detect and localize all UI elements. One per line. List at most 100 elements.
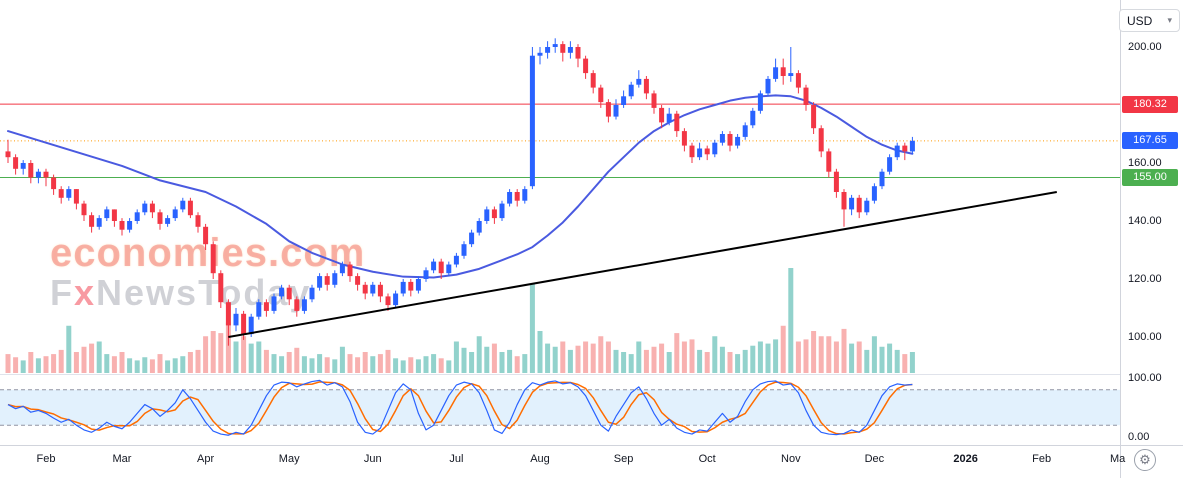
volume-bar — [605, 341, 611, 373]
price-axis-label: 120.00 — [1128, 273, 1162, 285]
candle-body — [476, 221, 482, 233]
candle-body — [469, 232, 475, 245]
volume-bar — [529, 283, 535, 373]
candle-body — [590, 73, 596, 88]
candle-body — [294, 299, 300, 311]
volume-bar — [263, 349, 269, 373]
volume-bar — [149, 359, 155, 373]
volume-bar — [51, 354, 57, 373]
time-axis[interactable]: Feb Mar Apr May Jun Jul Aug Sep Oct Nov Dec 2026 Feb… — [0, 446, 1183, 478]
volume-bar — [484, 346, 490, 373]
candle-body — [833, 171, 839, 192]
candle-body — [119, 221, 125, 230]
candle-body — [826, 151, 832, 172]
volume-bar — [522, 354, 528, 373]
candle-body — [788, 73, 794, 76]
volume-bar — [408, 357, 414, 373]
price-axis[interactable]: 200.00180.00160.00140.00120.00100.00100.… — [1121, 0, 1183, 478]
month-label: Mar — [112, 453, 132, 465]
candle-body — [697, 148, 703, 158]
volume-bar — [841, 328, 847, 373]
candle-body — [51, 177, 57, 190]
volume-bar — [621, 352, 627, 373]
candle-body — [66, 189, 72, 198]
volume-bar — [902, 354, 908, 373]
volume-bar — [849, 343, 855, 373]
candle-body — [127, 221, 133, 230]
candle-body — [712, 142, 718, 155]
volume-bar — [393, 358, 399, 373]
volume-bar — [377, 354, 383, 373]
volume-bar — [111, 356, 117, 373]
volume-bar — [119, 352, 125, 373]
moving-average-line — [7, 94, 914, 279]
candle-body — [332, 273, 338, 285]
candle-body — [233, 313, 239, 326]
volume-bar — [13, 357, 19, 373]
candle-body — [415, 279, 421, 291]
candle-body — [5, 151, 11, 158]
price-level-badge: 155.00 — [1122, 169, 1178, 186]
candle-body — [522, 189, 528, 201]
volume-bar — [628, 354, 634, 373]
candle-body — [902, 145, 908, 152]
price-level-badge: 167.65 — [1122, 132, 1178, 150]
volume-bar — [309, 358, 315, 373]
price-axis-label: 140.00 — [1128, 215, 1162, 227]
volume-bar — [446, 360, 452, 373]
volume-bar — [811, 331, 817, 373]
volume-bar — [355, 357, 361, 373]
trendline[interactable] — [228, 191, 1057, 338]
volume-bar — [750, 345, 756, 373]
volume-bar — [704, 352, 710, 373]
candle-body — [241, 313, 247, 335]
stoch-k-line — [7, 379, 913, 436]
volume-bar — [773, 339, 779, 373]
volume-bar — [172, 358, 178, 373]
candle-body — [203, 226, 209, 245]
month-label: Jul — [449, 453, 464, 465]
currency-selector[interactable]: USD ▾ — [1119, 9, 1180, 32]
candle-body — [453, 255, 459, 265]
volume-bar — [788, 268, 794, 373]
volume-bar — [818, 336, 824, 373]
volume-bar — [545, 343, 551, 373]
price-level-badge: 180.32 — [1122, 95, 1178, 113]
time-axis-labels: Feb Mar Apr May Jun Jul Aug Sep Oct Nov Dec 2026 Feb… — [0, 446, 1130, 478]
stoch-axis-label: 100.00 — [1128, 372, 1162, 384]
volume-bar — [735, 354, 741, 373]
volume-bar — [879, 346, 885, 373]
volume-bar — [58, 349, 64, 373]
month-label: Sep — [613, 453, 634, 465]
volume-bar — [73, 352, 79, 373]
chart-settings-icon[interactable]: ⚙ — [1134, 449, 1156, 471]
volume-bar — [218, 333, 224, 373]
volume-bar — [96, 341, 102, 373]
volume-bar — [271, 354, 277, 373]
volume-bar — [864, 349, 870, 373]
candle-body — [355, 276, 361, 285]
candle-body — [142, 203, 148, 213]
volume-bar — [339, 346, 345, 373]
currency-selector-label: USD — [1127, 13, 1153, 28]
volume-bar — [81, 346, 87, 373]
candle-body — [507, 192, 513, 204]
candle-body — [461, 244, 467, 256]
volume-bar — [294, 347, 300, 373]
stoch-d-line — [7, 381, 913, 435]
volume-bar — [43, 356, 49, 373]
candle-body — [704, 148, 710, 155]
volume-bar — [514, 356, 520, 373]
candle-body — [157, 212, 163, 224]
month-label: Oct — [698, 453, 716, 465]
candle-body — [89, 215, 95, 227]
candle-body — [681, 131, 687, 146]
volume-bar — [909, 352, 915, 373]
candle-body — [96, 218, 102, 227]
volume-bar — [301, 356, 307, 373]
volume-bar — [438, 358, 444, 373]
candle-body — [393, 293, 399, 306]
candle-body — [446, 264, 452, 274]
volume-bar — [636, 341, 642, 373]
